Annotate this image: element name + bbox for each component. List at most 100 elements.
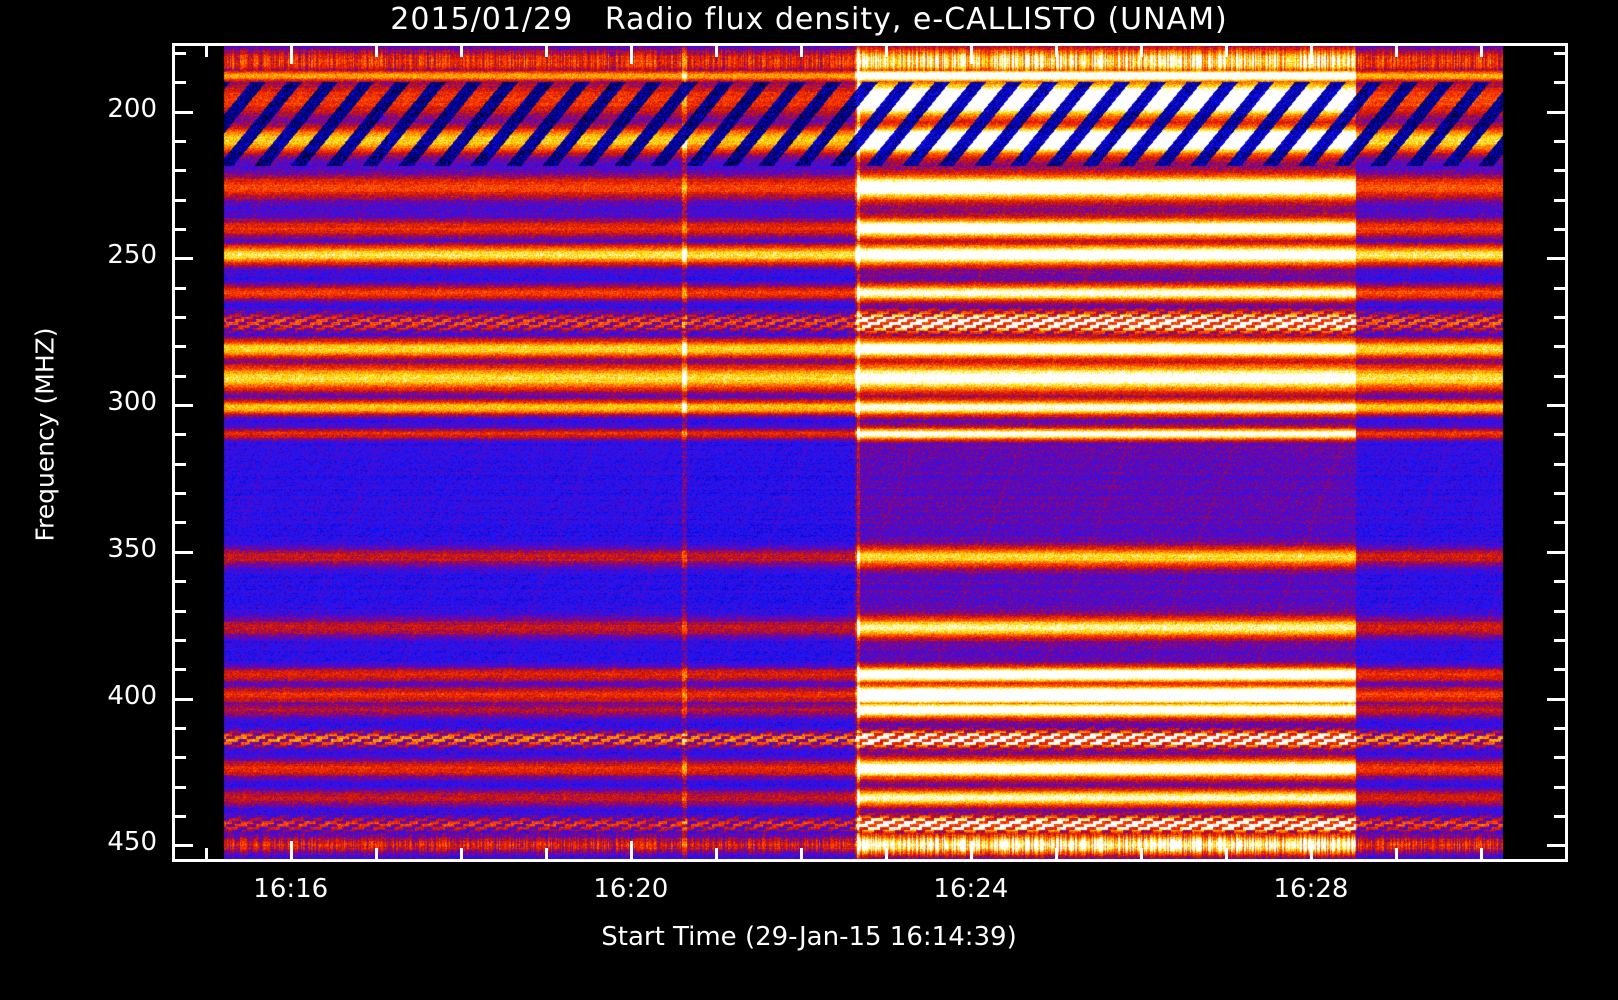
- y-minor-tick: [175, 726, 186, 730]
- y-minor-tick: [175, 227, 186, 231]
- y-minor-tick-right: [1554, 227, 1565, 231]
- y-tick-label: 300: [107, 387, 157, 418]
- y-major-tick-right: [1547, 697, 1565, 701]
- y-minor-tick: [175, 198, 186, 202]
- y-minor-tick: [175, 638, 186, 642]
- x-minor-tick-bottom: [1139, 848, 1143, 859]
- y-minor-tick-right: [1554, 638, 1565, 642]
- x-minor-tick-bottom: [1479, 848, 1483, 859]
- x-tick-label: 16:28: [1273, 874, 1349, 904]
- x-major-tick-bottom: [969, 841, 973, 859]
- y-major-tick-right: [1547, 110, 1565, 114]
- y-minor-tick: [175, 316, 186, 320]
- y-minor-tick: [175, 51, 186, 55]
- y-minor-tick: [175, 462, 186, 466]
- y-minor-tick: [175, 580, 186, 584]
- y-minor-tick-right: [1554, 785, 1565, 789]
- x-minor-tick: [714, 46, 718, 57]
- y-tick-label: 200: [107, 93, 157, 124]
- y-minor-tick-right: [1554, 198, 1565, 202]
- y-major-tick: [175, 844, 193, 848]
- x-minor-tick: [884, 46, 888, 57]
- y-minor-tick: [175, 785, 186, 789]
- y-minor-tick: [175, 169, 186, 173]
- y-minor-tick-right: [1554, 51, 1565, 55]
- y-minor-tick-right: [1554, 433, 1565, 437]
- y-tick-label: 250: [107, 240, 157, 271]
- y-minor-tick: [175, 609, 186, 613]
- y-minor-tick: [175, 814, 186, 818]
- x-minor-tick-bottom: [1565, 848, 1568, 859]
- figure-title: 2015/01/29 Radio flux density, e-CALLIST…: [390, 2, 1228, 37]
- x-minor-tick-bottom: [1394, 848, 1398, 859]
- y-major-tick-right: [1547, 257, 1565, 261]
- plot-frame: [172, 43, 1568, 862]
- y-minor-tick: [175, 492, 186, 496]
- x-tick-label: 16:20: [593, 874, 669, 904]
- x-minor-tick-bottom: [459, 848, 463, 859]
- y-minor-tick: [175, 81, 186, 85]
- x-major-tick: [629, 46, 633, 64]
- y-minor-tick: [175, 286, 186, 290]
- y-minor-tick-right: [1554, 492, 1565, 496]
- x-minor-tick: [1394, 46, 1398, 57]
- x-tick-label: 16:16: [253, 874, 329, 904]
- x-major-tick: [969, 46, 973, 64]
- y-minor-tick-right: [1554, 726, 1565, 730]
- y-minor-tick: [175, 374, 186, 378]
- x-minor-tick-bottom: [714, 848, 718, 859]
- x-minor-tick: [1479, 46, 1483, 57]
- y-major-tick: [175, 550, 193, 554]
- y-minor-tick-right: [1554, 286, 1565, 290]
- x-major-tick-bottom: [629, 841, 633, 859]
- y-major-tick: [175, 110, 193, 114]
- x-minor-tick: [459, 46, 463, 57]
- x-minor-tick-bottom: [544, 848, 548, 859]
- x-minor-tick: [204, 46, 208, 57]
- x-minor-tick-bottom: [1054, 848, 1058, 859]
- y-major-tick-right: [1547, 550, 1565, 554]
- y-minor-tick: [175, 668, 186, 672]
- y-minor-tick-right: [1554, 580, 1565, 584]
- y-minor-tick-right: [1554, 374, 1565, 378]
- y-minor-tick-right: [1554, 316, 1565, 320]
- x-tick-label: 16:24: [933, 874, 1009, 904]
- y-minor-tick: [175, 756, 186, 760]
- y-minor-tick-right: [1554, 814, 1565, 818]
- y-minor-tick-right: [1554, 521, 1565, 525]
- y-minor-tick-right: [1554, 756, 1565, 760]
- y-minor-tick: [175, 521, 186, 525]
- x-minor-tick: [1054, 46, 1058, 57]
- y-tick-label: 400: [107, 680, 157, 711]
- y-minor-tick: [175, 139, 186, 143]
- y-minor-tick-right: [1554, 169, 1565, 173]
- x-major-tick-bottom: [1309, 841, 1313, 859]
- y-minor-tick-right: [1554, 609, 1565, 613]
- x-minor-tick-bottom: [799, 848, 803, 859]
- y-minor-tick: [175, 433, 186, 437]
- y-major-tick: [175, 697, 193, 701]
- spectrogram-image: [175, 46, 1565, 859]
- y-minor-tick-right: [1554, 345, 1565, 349]
- x-minor-tick-bottom: [884, 848, 888, 859]
- y-minor-tick: [175, 345, 186, 349]
- y-minor-tick-right: [1554, 668, 1565, 672]
- y-major-tick: [175, 404, 193, 408]
- y-major-tick: [175, 257, 193, 261]
- y-tick-label: 350: [107, 533, 157, 564]
- y-major-tick-right: [1547, 404, 1565, 408]
- x-minor-tick-bottom: [1224, 848, 1228, 859]
- x-major-tick-bottom: [289, 841, 293, 859]
- y-minor-tick-right: [1554, 462, 1565, 466]
- x-axis-title: Start Time (29-Jan-15 16:14:39): [601, 922, 1017, 952]
- y-tick-label: 450: [107, 827, 157, 858]
- y-minor-tick-right: [1554, 139, 1565, 143]
- y-axis-title: Frequency (MHZ): [30, 327, 60, 542]
- x-minor-tick: [374, 46, 378, 57]
- x-major-tick: [289, 46, 293, 64]
- x-major-tick: [1309, 46, 1313, 64]
- x-minor-tick-bottom: [374, 848, 378, 859]
- x-minor-tick: [544, 46, 548, 57]
- x-minor-tick-bottom: [204, 848, 208, 859]
